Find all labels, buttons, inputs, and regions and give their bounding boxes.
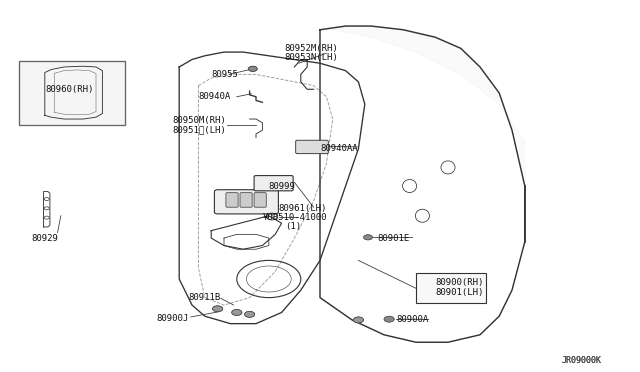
Text: S: S bbox=[270, 214, 274, 219]
Text: JR09000K: JR09000K bbox=[562, 356, 602, 365]
Text: 80900(RH): 80900(RH) bbox=[435, 278, 484, 287]
Text: 80940AA: 80940AA bbox=[320, 144, 358, 153]
FancyBboxPatch shape bbox=[226, 193, 238, 207]
Text: (1): (1) bbox=[285, 222, 301, 231]
Text: 80940A: 80940A bbox=[198, 92, 230, 101]
Text: 80900A: 80900A bbox=[397, 315, 429, 324]
FancyBboxPatch shape bbox=[254, 193, 266, 207]
Text: ¥08510-41000: ¥08510-41000 bbox=[262, 213, 327, 222]
Text: 80960(RH): 80960(RH) bbox=[45, 85, 93, 94]
Text: 80955: 80955 bbox=[211, 70, 238, 79]
Text: 80911B: 80911B bbox=[189, 293, 221, 302]
Text: 80929: 80929 bbox=[31, 234, 58, 243]
Circle shape bbox=[212, 306, 223, 312]
Text: 80999: 80999 bbox=[269, 182, 296, 190]
Circle shape bbox=[364, 235, 372, 240]
Circle shape bbox=[248, 66, 257, 71]
Text: 80901E: 80901E bbox=[378, 234, 410, 243]
FancyBboxPatch shape bbox=[254, 176, 293, 191]
Polygon shape bbox=[320, 26, 525, 186]
FancyBboxPatch shape bbox=[19, 61, 125, 125]
Text: 80900J: 80900J bbox=[157, 314, 189, 323]
Text: 80952M(RH): 80952M(RH) bbox=[285, 44, 339, 53]
FancyBboxPatch shape bbox=[296, 140, 328, 154]
Circle shape bbox=[244, 311, 255, 317]
FancyBboxPatch shape bbox=[240, 193, 252, 207]
Circle shape bbox=[384, 316, 394, 322]
FancyBboxPatch shape bbox=[416, 273, 486, 303]
Text: 80961(LH): 80961(LH) bbox=[278, 204, 327, 213]
Text: 80951　(LH): 80951 (LH) bbox=[173, 126, 227, 135]
FancyBboxPatch shape bbox=[214, 190, 278, 214]
Text: JR09000K: JR09000K bbox=[562, 356, 602, 365]
Text: 80953N(LH): 80953N(LH) bbox=[285, 53, 339, 62]
Text: 80901(LH): 80901(LH) bbox=[435, 288, 484, 296]
Circle shape bbox=[232, 310, 242, 315]
Text: 80950M(RH): 80950M(RH) bbox=[173, 116, 227, 125]
Circle shape bbox=[353, 317, 364, 323]
